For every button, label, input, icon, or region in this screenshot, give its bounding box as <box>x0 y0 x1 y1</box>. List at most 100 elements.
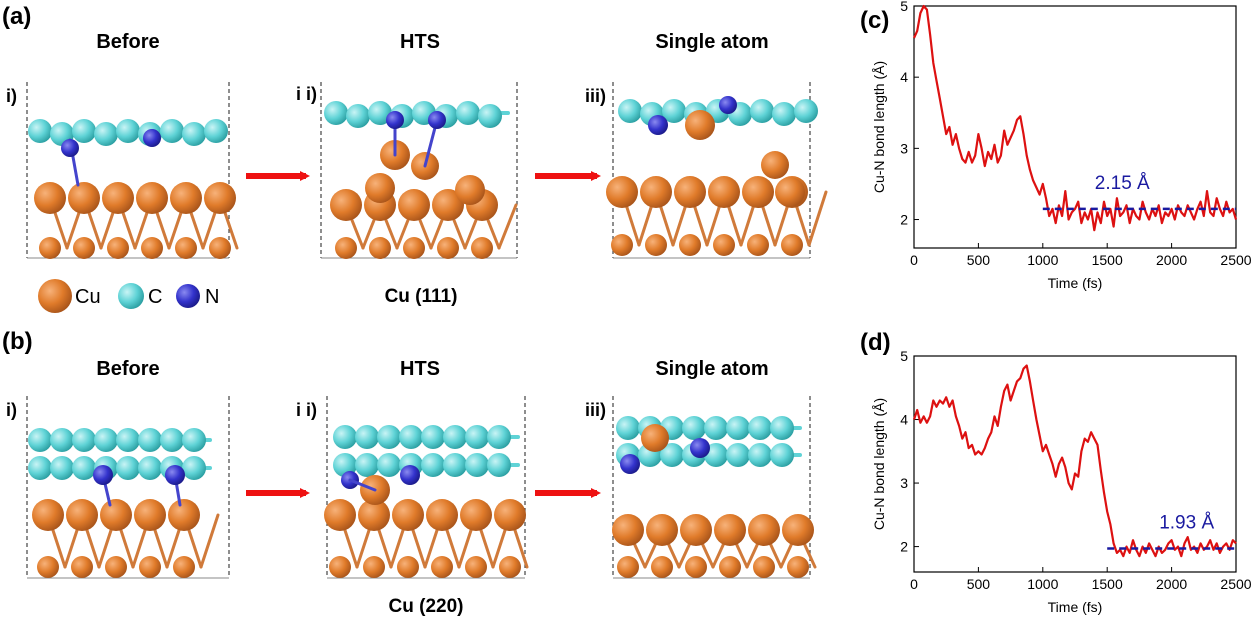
c-atom <box>772 102 796 126</box>
c-atom <box>726 416 750 440</box>
c-atom <box>660 443 684 467</box>
cu-atom <box>761 151 789 179</box>
n-atom <box>386 111 404 129</box>
legend-n-atom <box>176 284 200 308</box>
n-atom <box>400 465 420 485</box>
bond-length-trace <box>912 4 1238 232</box>
x-tick-label: 1500 <box>1092 576 1123 592</box>
c-atom <box>794 99 818 123</box>
cu-atom <box>100 499 132 531</box>
panel-label-a: (a) <box>2 3 31 30</box>
c-atom <box>682 416 706 440</box>
cu-atom <box>742 176 774 208</box>
c-atom <box>50 456 74 480</box>
average-annotation: 2.15 Å <box>1095 173 1150 194</box>
c-atom <box>346 104 370 128</box>
bond <box>497 203 518 250</box>
cu-atom <box>606 176 638 208</box>
cu-atom <box>324 499 356 531</box>
cu-atom <box>685 556 707 578</box>
c-atom <box>116 428 140 452</box>
bond <box>199 513 220 569</box>
cu-atom <box>34 182 66 214</box>
cu-atom <box>747 234 769 256</box>
cu-atom <box>680 514 712 546</box>
c-atom <box>748 443 772 467</box>
c-atom <box>421 453 445 477</box>
cu-atom <box>73 237 95 259</box>
chart-c: 0 500 1000 1500 2000 2500 2 3 4 5 Time (fs) Cu-N bo… <box>871 0 1252 291</box>
bond-length-trace <box>912 364 1237 558</box>
c-atom <box>443 425 467 449</box>
c-atom <box>28 428 52 452</box>
c-atom <box>182 456 206 480</box>
cu-atom <box>363 556 385 578</box>
x-axis-label: Time (fs) <box>1048 599 1103 615</box>
y-tick-label: 3 <box>900 140 908 156</box>
cu-atom <box>437 237 459 259</box>
chart-d: 0 500 1000 1500 2000 2500 2 3 4 5 Time (fs) Cu-N bo… <box>871 348 1252 615</box>
y-tick-label: 3 <box>900 475 908 491</box>
cu-atom <box>782 514 814 546</box>
x-tick-label: 0 <box>910 252 918 268</box>
n-atom <box>690 438 710 458</box>
cu-atom <box>713 234 735 256</box>
x-tick-label: 2500 <box>1220 252 1251 268</box>
x-tick-label: 2000 <box>1156 252 1187 268</box>
cu-atom <box>102 182 134 214</box>
y-axis-label: Cu-N bond length (Å) <box>871 61 887 193</box>
c-atom <box>28 456 52 480</box>
legend-n-label: N <box>205 286 219 308</box>
n-atom <box>648 115 668 135</box>
sublabel-iii-bottom: iii) <box>585 400 606 420</box>
n-atom <box>428 111 446 129</box>
cu-atom <box>403 237 425 259</box>
cu-atom <box>685 110 715 140</box>
n-atom <box>165 465 185 485</box>
c-atom <box>72 428 96 452</box>
x-tick-label: 0 <box>910 576 918 592</box>
c-atom <box>138 456 162 480</box>
cu-atom <box>719 556 741 578</box>
c-atom <box>368 101 392 125</box>
cu-atom <box>107 237 129 259</box>
cu-atom <box>105 556 127 578</box>
cu-atom <box>646 514 678 546</box>
cu-atom <box>204 182 236 214</box>
cu-atom <box>141 237 163 259</box>
x-axis-label: Time (fs) <box>1048 275 1103 291</box>
cu-atom <box>134 499 166 531</box>
c-atom <box>487 425 511 449</box>
cu-atom <box>32 499 64 531</box>
y-tick-label: 4 <box>900 412 908 428</box>
panel-label-b: (b) <box>2 328 33 355</box>
c-atom <box>116 456 140 480</box>
plot-frame <box>913 355 1237 573</box>
c-atom <box>399 425 423 449</box>
y-tick-label: 2 <box>900 212 908 228</box>
cu-atom <box>330 189 362 221</box>
y-tick-label: 5 <box>900 0 908 14</box>
c-atom <box>662 99 686 123</box>
c-atom <box>770 416 794 440</box>
cu-atom <box>173 556 195 578</box>
n-atom <box>719 96 737 114</box>
c-atom <box>72 119 96 143</box>
c-atom <box>333 453 357 477</box>
cu-atom <box>612 514 644 546</box>
cu-atom <box>329 556 351 578</box>
cu-atom <box>460 499 492 531</box>
title-before-bottom: Before <box>96 358 159 380</box>
x-tick-label: 2500 <box>1220 576 1251 592</box>
title-single-bottom: Single atom <box>655 358 768 380</box>
c-atom <box>704 416 728 440</box>
c-atom <box>28 119 52 143</box>
x-tick-label: 500 <box>967 252 991 268</box>
cu-atom <box>641 424 669 452</box>
c-atom <box>355 425 379 449</box>
n-atom <box>620 454 640 474</box>
c-atom <box>465 453 489 477</box>
cu-atom <box>611 234 633 256</box>
c-atom <box>618 99 642 123</box>
cu-atom <box>168 499 200 531</box>
